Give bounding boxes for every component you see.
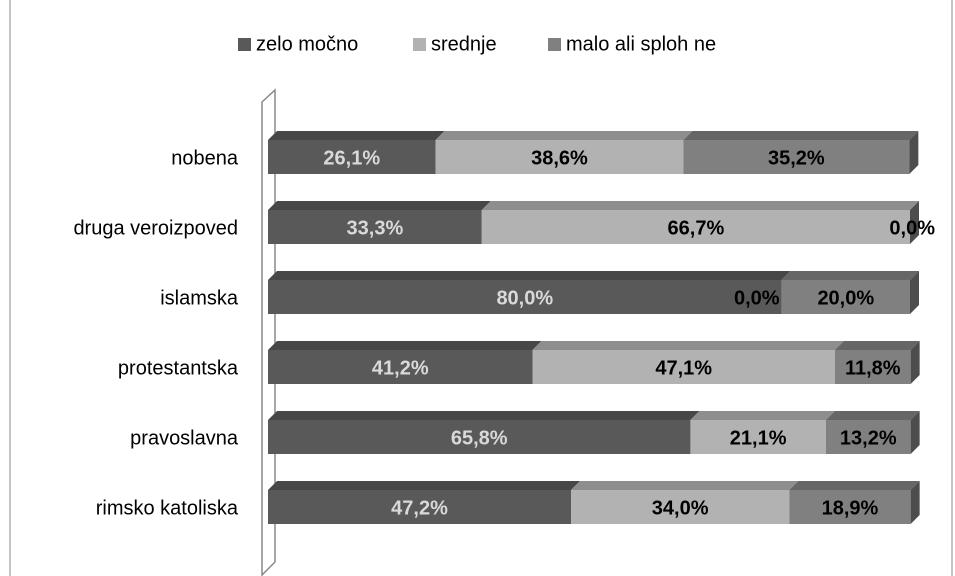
- bar-side: [910, 201, 919, 244]
- bar-top: [268, 481, 581, 490]
- legend-label: zelo močno: [256, 33, 358, 55]
- bar: [481, 210, 910, 244]
- bar: [789, 490, 911, 524]
- bar-top: [690, 411, 835, 420]
- data-label: 0,0%: [734, 287, 780, 309]
- legend-label: srednje: [431, 33, 497, 55]
- data-label: 41,2%: [372, 357, 429, 379]
- bar-top: [481, 201, 919, 210]
- y-tick-label: nobena: [171, 147, 239, 169]
- data-label: 21,1%: [730, 427, 787, 449]
- y-tick-label: rimsko katoliska: [96, 497, 239, 519]
- bar: [683, 140, 910, 174]
- data-label: 18,9%: [822, 497, 879, 519]
- bar-top: [532, 341, 844, 350]
- data-label: 33,3%: [347, 217, 404, 239]
- data-label: 26,1%: [323, 147, 380, 169]
- bar-side: [910, 271, 919, 314]
- bar-side: [909, 131, 919, 174]
- data-label: 47,2%: [391, 497, 448, 519]
- bar-top: [268, 201, 491, 210]
- bar-top: [834, 341, 920, 350]
- data-label: 13,2%: [840, 427, 897, 449]
- bar-top: [825, 411, 920, 420]
- data-label: 0,0%: [889, 217, 935, 239]
- bar: [268, 350, 533, 384]
- bar: [781, 280, 910, 314]
- bar-top: [781, 271, 919, 280]
- legend-label: malo ali sploh ne: [566, 33, 716, 55]
- data-label: 66,7%: [668, 217, 725, 239]
- y-tick-label: protestantska: [118, 357, 239, 379]
- bar: [268, 280, 782, 314]
- bar: [268, 140, 436, 174]
- bar: [268, 420, 691, 454]
- data-label: 34,0%: [652, 497, 709, 519]
- data-label: 35,2%: [768, 147, 825, 169]
- legend-swatch: [548, 38, 561, 51]
- bar: [435, 140, 684, 174]
- bar-side: [910, 411, 920, 454]
- bar-top: [435, 131, 693, 140]
- bar-top: [789, 481, 920, 490]
- bar-top: [268, 271, 791, 280]
- bar-side: [910, 481, 920, 524]
- y-tick-label: druga veroizpoved: [73, 217, 238, 239]
- bar: [532, 350, 835, 384]
- data-label: 47,1%: [655, 357, 712, 379]
- data-label: 11,8%: [845, 357, 901, 379]
- bar: [834, 350, 911, 384]
- bar: [825, 420, 911, 454]
- data-label: 65,8%: [451, 427, 508, 449]
- bar-top: [571, 481, 799, 490]
- bar-top: [268, 411, 700, 420]
- bar: [268, 490, 572, 524]
- data-label: 38,6%: [531, 147, 588, 169]
- bar-top: [268, 341, 542, 350]
- bar: [690, 420, 826, 454]
- bar: [268, 210, 482, 244]
- legend-swatch: [238, 38, 251, 51]
- bar-side: [910, 341, 920, 384]
- bar-top: [268, 131, 445, 140]
- y-tick-label: pravoslavna: [130, 427, 239, 449]
- y-tick-label: islamska: [160, 287, 239, 309]
- bar-top: [683, 131, 919, 140]
- bar: [571, 490, 790, 524]
- data-label: 20,0%: [817, 287, 874, 309]
- legend-swatch: [413, 38, 426, 51]
- data-label: 80,0%: [496, 287, 553, 309]
